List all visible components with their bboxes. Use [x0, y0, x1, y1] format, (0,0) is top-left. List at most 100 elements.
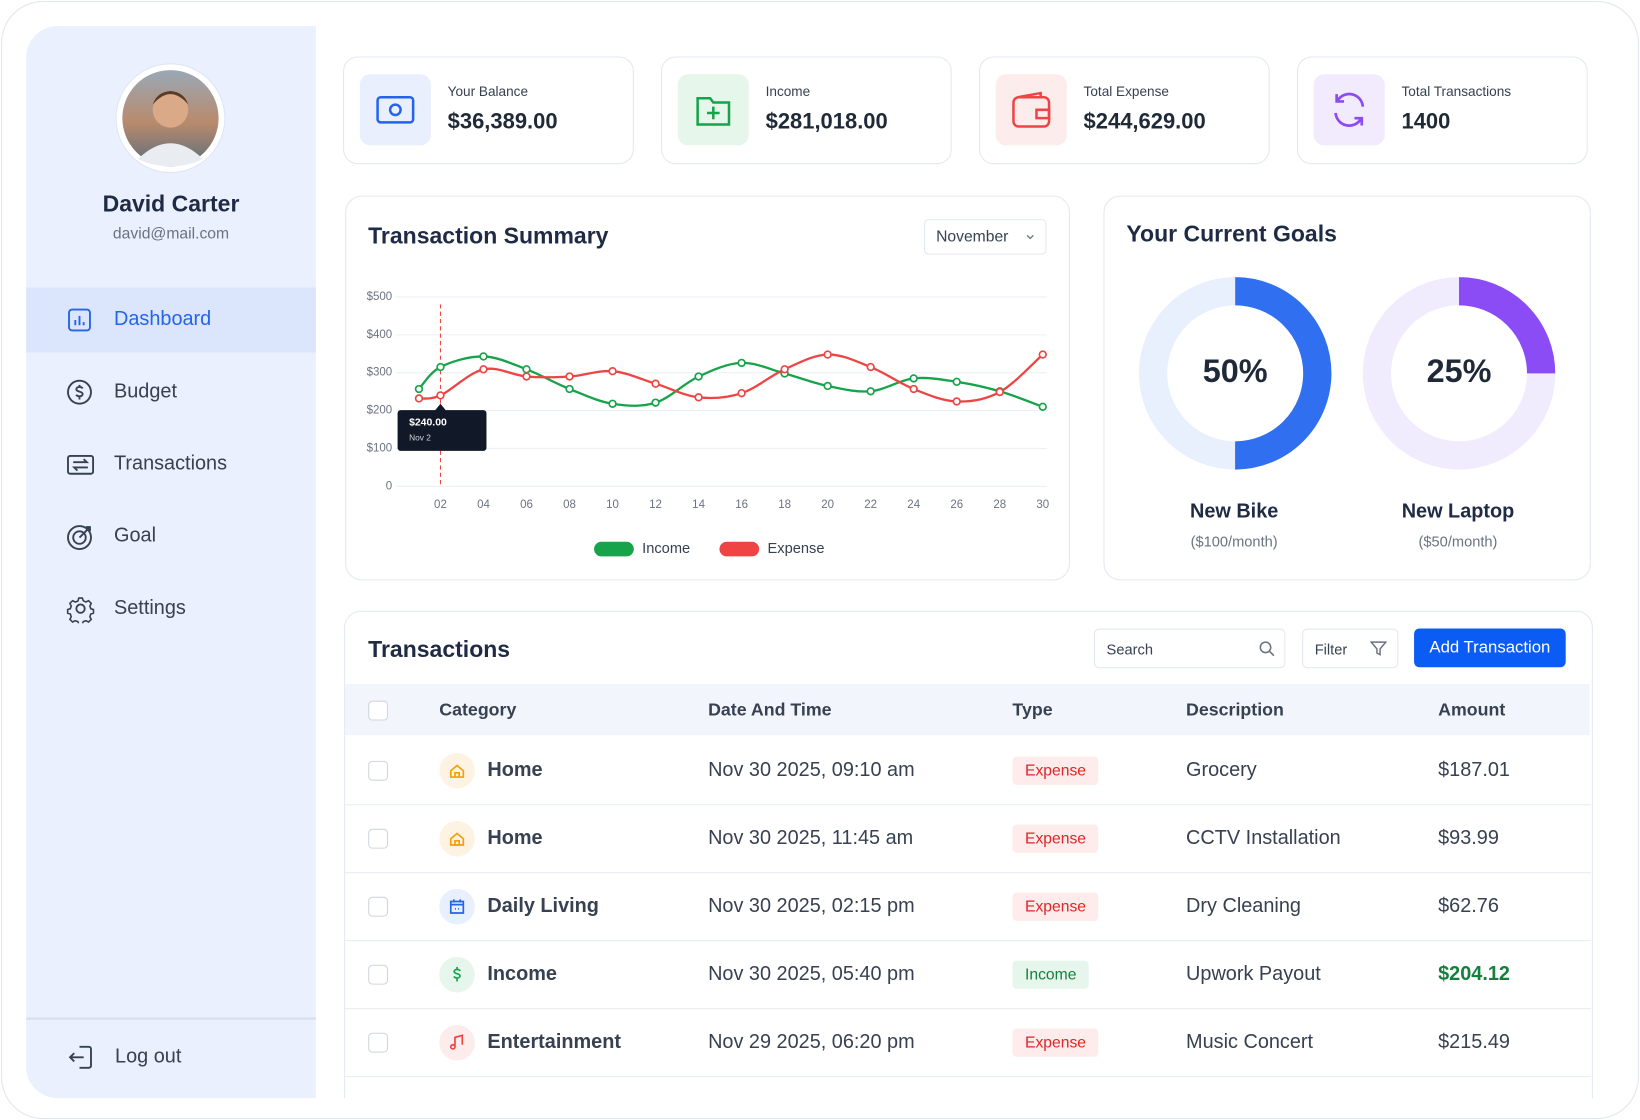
- nav-item[interactable]: Goal: [26, 504, 316, 569]
- y-tick-label: $400: [367, 329, 393, 341]
- description: Grocery: [1186, 758, 1257, 781]
- x-tick-label: 04: [477, 499, 490, 511]
- data-point: [780, 365, 789, 374]
- type-badge: Expense: [1012, 1028, 1099, 1057]
- category: Home: [487, 826, 543, 849]
- logout[interactable]: Log out: [26, 1025, 316, 1090]
- sidebar: David Carter david@mail.com Dashboard Bu…: [26, 26, 316, 1099]
- stat-label: Total Expense: [1083, 83, 1169, 100]
- y-tick-label: $200: [367, 405, 393, 417]
- data-point: [436, 391, 445, 400]
- category-glyph: [449, 898, 465, 914]
- data-point: [565, 384, 574, 394]
- stat-label: Income: [765, 83, 811, 100]
- divider: [26, 1017, 316, 1020]
- nav-item[interactable]: Settings: [26, 576, 316, 641]
- nav-icon: [67, 525, 92, 550]
- data-point: [414, 384, 424, 394]
- table-row: Home Nov 30 2025, 11:45 am Expense CCTV Ins…: [344, 804, 1591, 874]
- glyph-path: [453, 966, 461, 981]
- goals-chart: Your Current Goals 50% New Bike ($100/mont…: [1126, 220, 1556, 551]
- type-badge: Income: [1012, 960, 1089, 989]
- stat-value: $244,629.00: [1083, 109, 1206, 134]
- data-point: [909, 384, 918, 394]
- filter-icon: [1370, 641, 1387, 656]
- nav-label: Goal: [114, 524, 156, 547]
- filter-button[interactable]: Filter: [1302, 628, 1399, 669]
- search-placeholder: Search: [1106, 641, 1153, 658]
- x-tick-label: 22: [864, 499, 877, 511]
- x-tick-label: 28: [993, 499, 1006, 511]
- date-time: Nov 30 2025, 11:45 am: [708, 826, 914, 849]
- type-badge: Expense: [1012, 756, 1099, 785]
- nav-item[interactable]: Transactions: [26, 432, 316, 497]
- category: Entertainment: [487, 1030, 622, 1053]
- table-row: Income Nov 30 2025, 05:40 pm Income Upwork …: [344, 940, 1591, 1010]
- y-tick-label: $300: [367, 367, 393, 379]
- column-header: Type: [1012, 699, 1053, 720]
- series-line: [418, 355, 1044, 408]
- search-box[interactable]: Search: [1094, 628, 1286, 669]
- data-point: [608, 367, 617, 376]
- description: CCTV Installation: [1186, 826, 1341, 849]
- nav-label: Dashboard: [114, 308, 212, 331]
- nav-item[interactable]: Budget: [26, 360, 316, 425]
- profile-email: david@mail.com: [112, 224, 230, 243]
- summary-panel: Transaction Summary November 0 $100 $200 $3…: [345, 195, 1070, 581]
- dropdown-caret: [1026, 234, 1034, 240]
- nav-label: Transactions: [114, 452, 228, 475]
- x-tick-label: 12: [649, 499, 662, 511]
- add-transaction-button[interactable]: Add Transaction: [1414, 628, 1566, 668]
- data-point: [737, 358, 746, 368]
- x-tick-label: 08: [563, 499, 576, 511]
- logout-icon: [68, 1045, 92, 1069]
- row-checkbox: [368, 896, 389, 917]
- data-point: [522, 372, 531, 381]
- data-point: [414, 394, 424, 403]
- stat-card: Total Transactions 1400: [1296, 56, 1588, 165]
- data-point: [608, 399, 617, 408]
- data-point: [737, 388, 746, 398]
- row-checkbox: [368, 1032, 389, 1053]
- data-point: [651, 379, 660, 388]
- category-icon: [439, 956, 475, 992]
- legend-label: Income: [642, 541, 690, 557]
- legend-swatch: [594, 541, 634, 557]
- x-tick-label: 20: [821, 499, 834, 511]
- category: Income: [487, 962, 557, 985]
- y-tick-label: $100: [367, 442, 393, 454]
- y-tick-label: 0: [386, 480, 392, 492]
- row-checkbox: [368, 760, 389, 781]
- data-point: [1038, 350, 1047, 359]
- data-point: [866, 362, 875, 372]
- data-point: [952, 377, 961, 386]
- filter-label: Filter: [1314, 641, 1348, 658]
- description: Music Concert: [1186, 1030, 1314, 1053]
- data-point: [565, 372, 574, 381]
- x-tick-label: 02: [434, 499, 447, 511]
- nav-icon: [67, 379, 92, 405]
- stat-icon: [995, 74, 1067, 146]
- amount: $93.99: [1438, 826, 1499, 849]
- stat-value: $281,018.00: [765, 109, 888, 134]
- goal-rate: ($50/month): [1419, 535, 1498, 551]
- date-time: Nov 30 2025, 05:40 pm: [708, 962, 915, 985]
- x-tick-label: 06: [520, 499, 533, 511]
- nav-item[interactable]: Dashboard: [26, 287, 316, 353]
- description: Upwork Payout: [1186, 962, 1321, 985]
- nav-label: Budget: [114, 380, 178, 403]
- data-point: [995, 387, 1004, 397]
- table-row: Daily Living Nov 30 2025, 02:15 pm Expense…: [344, 872, 1591, 942]
- donut-value-label: 50%: [1203, 353, 1268, 389]
- avatar: [115, 63, 226, 174]
- nav-icon: [68, 308, 91, 332]
- data-point: [823, 350, 832, 359]
- column-header: Amount: [1438, 699, 1506, 720]
- stat-icon: [359, 74, 431, 146]
- x-tick-label: 14: [692, 499, 705, 511]
- category-glyph: [453, 966, 461, 981]
- date-time: Nov 30 2025, 02:15 pm: [708, 894, 915, 917]
- month-select[interactable]: [924, 219, 1047, 255]
